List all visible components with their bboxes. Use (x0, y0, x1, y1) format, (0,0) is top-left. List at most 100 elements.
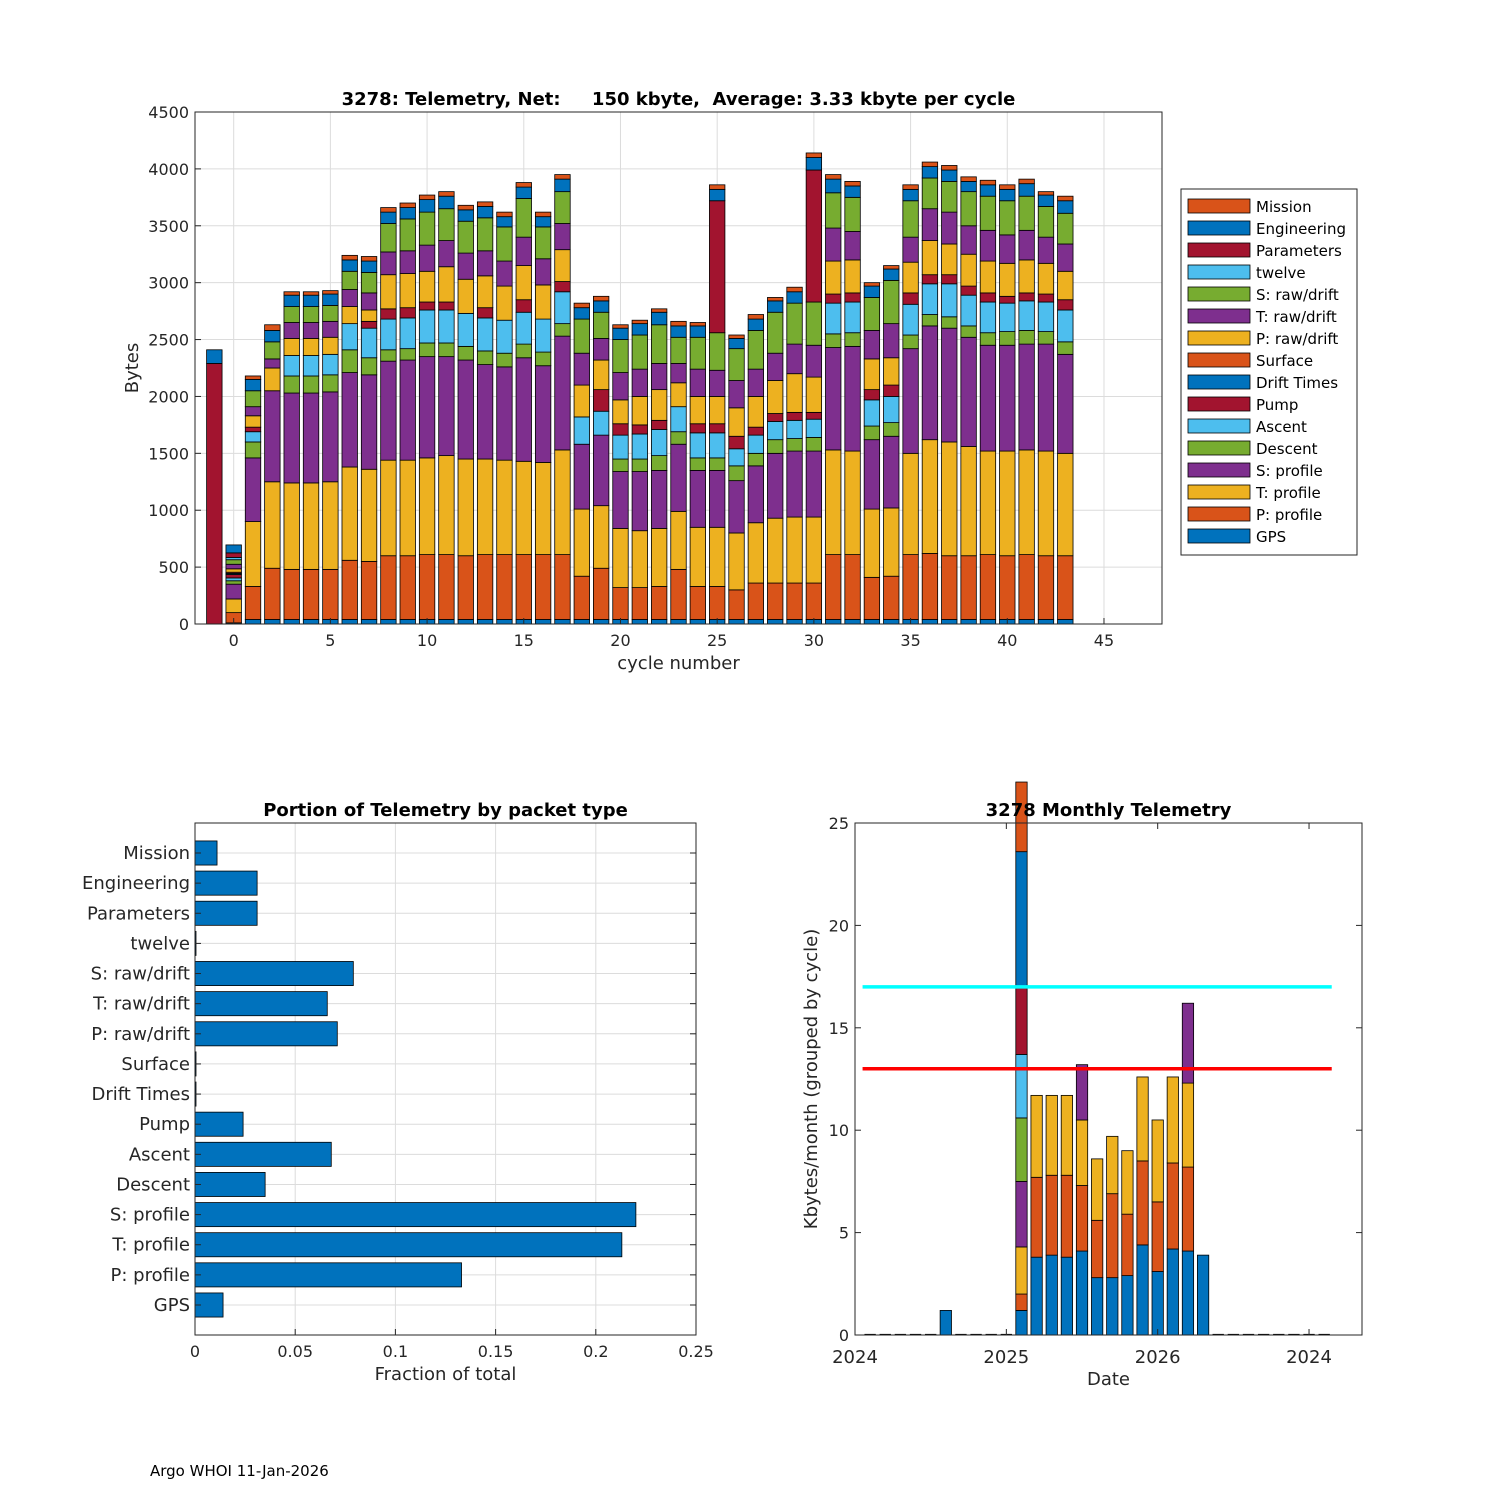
cycle-11-t-raw-drift-segment (438, 240, 455, 268)
cycle-39-s-profile-segment (979, 344, 997, 452)
cycle-43-s-profile-segment (1057, 353, 1074, 454)
cycle-12-descent-segment (457, 345, 474, 361)
cycle-17-pump-segment (554, 281, 571, 293)
cycle-41-s-profile-segment (1018, 343, 1035, 451)
cycle-11-engineering-segment (438, 195, 455, 210)
cycle-12-s-raw-drift-segment (457, 220, 474, 254)
chart1-x-tick-label: 35 (900, 631, 920, 650)
chart1-y-tick-label: 2000 (148, 387, 189, 406)
cycle-37-ascent-segment (941, 283, 958, 318)
cycle-2-t-profile-segment (264, 481, 281, 569)
chart1-bars (206, 152, 1074, 625)
chart2-category-label: Descent (116, 1174, 190, 1195)
cycle-37-engineering-segment (941, 169, 958, 182)
month-11-segment-7 (1015, 851, 1028, 988)
cycle-7-gps-segment (360, 619, 378, 625)
cycle-21-t-raw-drift-segment (631, 368, 648, 397)
cycle-35-pump-segment (902, 292, 919, 305)
cycle-5-s-profile-segment (322, 391, 339, 483)
cycle-35-engineering-segment (902, 188, 919, 202)
cycle-36-engineering-segment (921, 166, 939, 179)
chart1-ticks: 0 5 10 15 20 25 30 35 40 45 0 500 1000 1500 2000 2500 30… (148, 103, 1114, 650)
cycle-13-descent-segment (476, 350, 494, 365)
cycle-36-p-raw-drift-segment (921, 240, 939, 276)
cycle-23-gps-segment (670, 619, 687, 625)
month-18-segment-1 (1121, 1213, 1134, 1277)
month-19-segment-1 (1136, 1160, 1149, 1246)
cycle-14-s-raw-drift-segment (496, 226, 513, 262)
cycle-19-pump-segment (593, 389, 610, 412)
month-14-segment-2 (1060, 1094, 1073, 1176)
cycle-7-ascent-segment (360, 327, 378, 359)
cycle-21-gps-segment (631, 619, 648, 625)
chart2-category-label: T: profile (111, 1235, 190, 1256)
month-15-segment-1 (1075, 1185, 1089, 1252)
cycle-23-mission-segment (670, 320, 687, 327)
chart2-ticks: 0 0.05 0.1 0.15 0.2 0.25 Mission Engineering Par… (82, 843, 714, 1361)
cycle-30-parameters-segment (805, 169, 823, 303)
cycle-41-engineering-segment (1018, 183, 1035, 197)
cycle-39-p-profile-segment (979, 554, 997, 620)
chart3-y-tick-label: 5 (839, 1224, 849, 1243)
cycle-14-engineering-segment (496, 216, 513, 228)
cycle-22-t-raw-drift-segment (651, 363, 668, 391)
legend-swatch-pump (1187, 396, 1251, 412)
cycle-1-mission-segment (244, 375, 262, 380)
cycle-16-p-profile-segment (534, 554, 552, 620)
cycle-8-engineering-segment (380, 211, 397, 224)
cycle-9-t-profile-segment (399, 459, 416, 557)
cycle-32-t-profile-segment (844, 450, 861, 555)
cycle-13-engineering-segment (476, 206, 494, 219)
cycle-32-p-profile-segment (844, 554, 861, 620)
cycle-43-engineering-segment (1057, 200, 1074, 214)
cycle-2-s-raw-drift-segment (264, 341, 281, 360)
cycle-27-descent-segment (747, 452, 764, 467)
cycle-34-t-profile-segment (883, 507, 900, 577)
cycle-31-p-raw-drift-segment (825, 260, 842, 295)
month-6-segment-0 (939, 1310, 952, 1336)
cycle-30-p-profile-segment (805, 582, 823, 620)
cycle-6-s-profile-segment (341, 372, 358, 468)
cycle-40-t-raw-drift-segment (999, 234, 1016, 264)
chart2-category-label: S: raw/drift (91, 964, 190, 985)
cycle-0-p-raw-drift-segment (225, 568, 242, 573)
cycle-14-s-profile-segment (496, 366, 513, 461)
cycle-39-pump-segment (979, 292, 997, 303)
cycle-36-s-raw-drift-segment (921, 177, 939, 210)
chart2-x-tick-label: 0.25 (678, 1342, 714, 1361)
cycle-32-pump-segment (844, 292, 861, 303)
month-16-segment-0 (1091, 1277, 1104, 1336)
month-11-segment-2 (1015, 1246, 1028, 1295)
cycle-33-p-profile-segment (863, 576, 881, 620)
cycle-30-engineering-segment (805, 157, 823, 171)
cycle-10-descent-segment (418, 342, 436, 358)
month-11-segment-8 (1015, 781, 1028, 853)
cycle-10-pump-segment (418, 301, 436, 311)
cycle-22-descent-segment (651, 455, 668, 471)
cycle-0-descent-segment (225, 580, 242, 585)
legend-label-pump: Pump (1256, 396, 1298, 414)
cycle-10-mission-segment (418, 194, 436, 201)
month-16-segment-1 (1091, 1219, 1104, 1279)
cycle-38-s-raw-drift-segment (960, 191, 977, 227)
cycle-39-mission-segment (979, 179, 997, 186)
cycle-19-t-raw-drift-segment (593, 338, 610, 361)
cycle-37-gps-segment (941, 619, 958, 625)
cycle-20-descent-segment (612, 458, 629, 472)
cycle-2-gps-segment (264, 619, 281, 625)
cycle-39-t-profile-segment (979, 450, 997, 555)
cycle-26-mission-segment (728, 334, 745, 339)
chart1-axes-frame (194, 111, 1163, 625)
month-13-segment-1 (1045, 1174, 1058, 1256)
cycle-24-engineering-segment (689, 325, 706, 338)
cycle-10-t-raw-drift-segment (418, 244, 436, 272)
cycle-10-p-raw-drift-segment (418, 270, 436, 303)
cycle-5-t-profile-segment (322, 481, 339, 570)
cycle-42-t-profile-segment (1037, 450, 1055, 557)
cycle-25-ascent-segment (709, 432, 726, 459)
cycle-39-engineering-segment (979, 184, 997, 197)
cycle-33-s-raw-drift-segment (863, 297, 881, 331)
cycle-14-p-raw-drift-segment (496, 285, 513, 321)
cycle-20-s-profile-segment (612, 471, 629, 529)
cycle-18-p-profile-segment (573, 575, 590, 620)
